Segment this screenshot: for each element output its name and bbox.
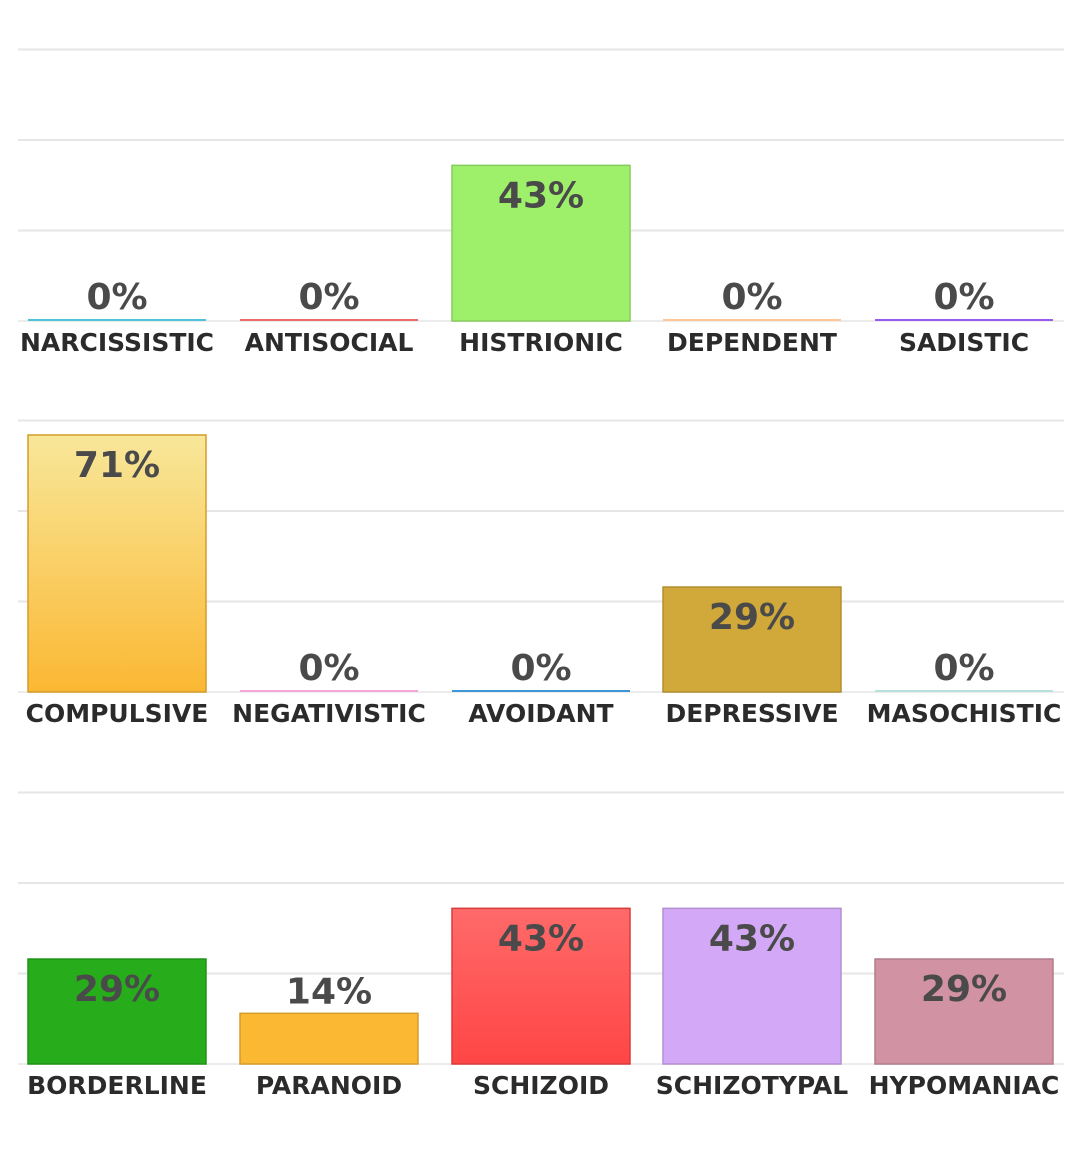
bar-depressive	[662, 586, 842, 693]
category-label: HYPOMANIAC	[869, 1071, 1060, 1100]
category-label: DEPENDENT	[667, 328, 837, 357]
category-label: SADISTIC	[899, 328, 1029, 357]
category-label: AVOIDANT	[468, 699, 613, 728]
value-label: 0%	[298, 277, 359, 318]
value-label: 0%	[933, 277, 994, 318]
chart-panel-1: 0% NARCISSISTIC 0% ANTISOCIAL 43% HISTRIONIC 0…	[18, 48, 1064, 357]
bar-sadistic	[875, 319, 1053, 321]
bar-schizoid	[451, 907, 631, 1065]
category-label: NEGATIVISTIC	[232, 699, 426, 728]
chart-panel-2: 71% COMPULSIVE 0% NEGATIVISTIC 0% AVOIDANT 29%…	[18, 419, 1064, 728]
value-label: 29%	[921, 969, 1007, 1010]
bar-masochistic	[875, 690, 1053, 692]
bar-schizotypal	[662, 907, 842, 1065]
value-label: 43%	[498, 175, 584, 216]
value-label: 0%	[721, 277, 782, 318]
value-label: 0%	[510, 648, 571, 689]
value-label: 0%	[298, 648, 359, 689]
category-label: NARCISSISTIC	[20, 328, 214, 357]
chart-panel-3: 29% BORDERLINE 14% PARANOID 43% SCHIZOID 43% SC…	[18, 791, 1064, 1100]
category-label: PARANOID	[256, 1071, 402, 1100]
category-label: SCHIZOID	[473, 1071, 609, 1100]
value-label: 0%	[933, 648, 994, 689]
value-label: 29%	[74, 969, 160, 1010]
value-label: 29%	[709, 597, 795, 638]
bar-negativistic	[240, 690, 418, 692]
bar-compulsive	[27, 434, 207, 693]
bar-avoidant	[452, 690, 630, 692]
bar-paranoid	[239, 1012, 419, 1065]
category-label: BORDERLINE	[27, 1071, 207, 1100]
category-label: COMPULSIVE	[26, 699, 209, 728]
category-label: SCHIZOTYPAL	[656, 1071, 848, 1100]
value-label: 0%	[86, 277, 147, 318]
value-label: 71%	[74, 445, 160, 486]
value-label: 43%	[709, 918, 795, 959]
category-label: ANTISOCIAL	[245, 328, 414, 357]
bar-hypomaniac	[874, 958, 1054, 1065]
bar-antisocial	[240, 319, 418, 321]
bar-borderline	[27, 958, 207, 1065]
value-label: 14%	[286, 971, 372, 1012]
category-label: HISTRIONIC	[459, 328, 623, 357]
category-label: DEPRESSIVE	[665, 699, 838, 728]
bar-dependent	[663, 319, 841, 321]
bar-histrionic	[451, 164, 631, 322]
value-label: 43%	[498, 918, 584, 959]
bar-narcissistic	[28, 319, 206, 321]
category-label: MASOCHISTIC	[867, 699, 1062, 728]
